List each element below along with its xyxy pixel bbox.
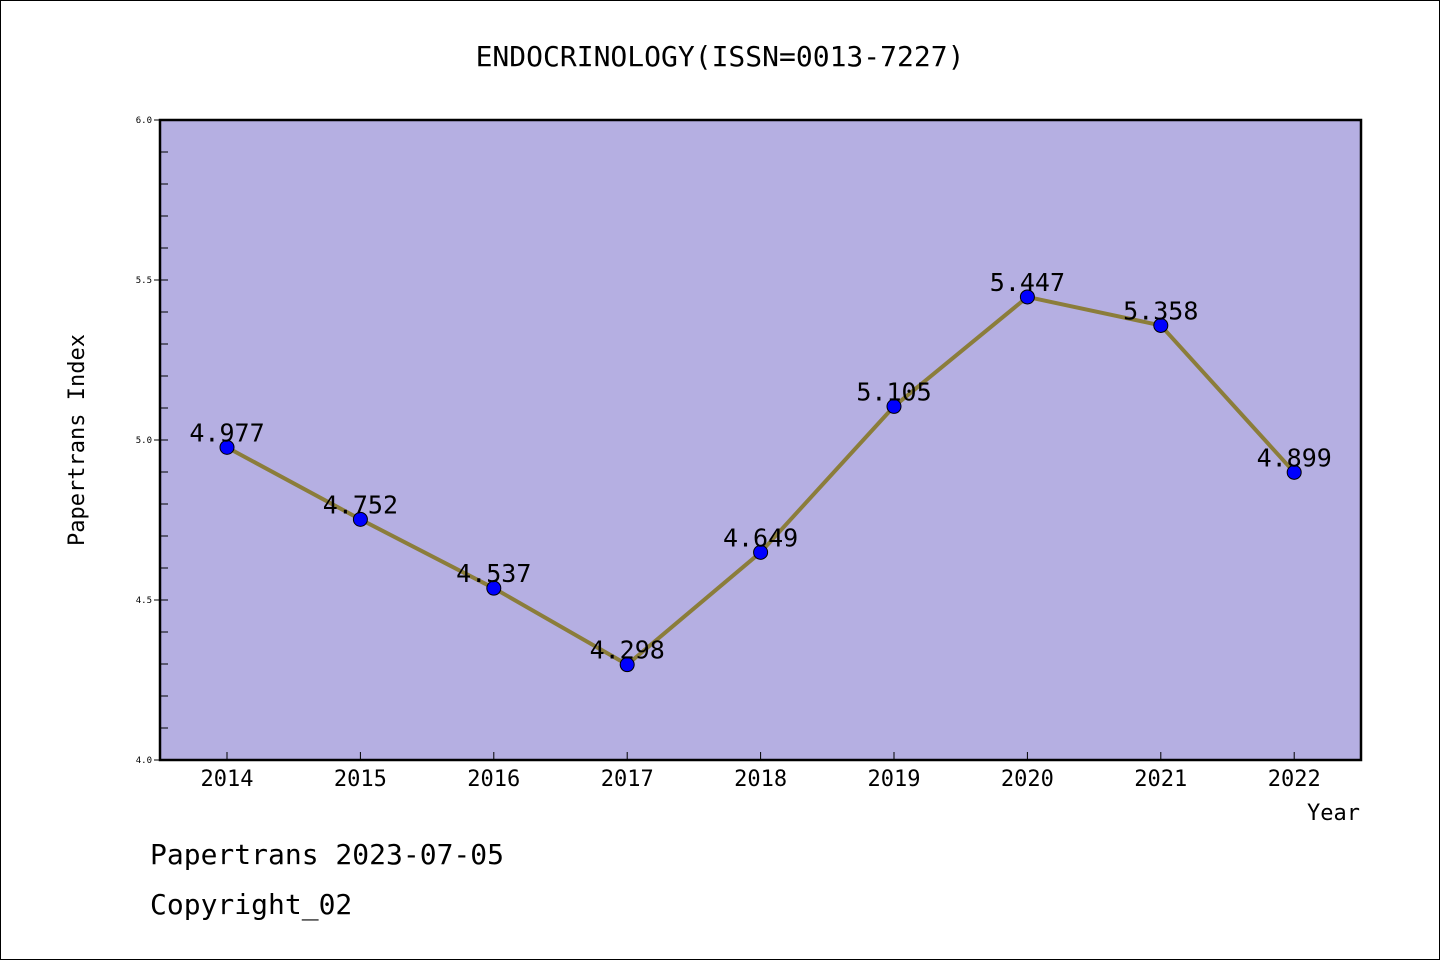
footer-copyright: Copyright_02 xyxy=(150,888,352,922)
data-label: 4.537 xyxy=(456,559,531,588)
chart-title: ENDOCRINOLOGY(ISSN=0013-7227) xyxy=(476,40,965,73)
data-label: 4.298 xyxy=(590,636,665,665)
x-tick-label: 2020 xyxy=(1001,767,1054,792)
x-tick-label: 2018 xyxy=(734,767,787,792)
y-axis-label: Papertrans Index xyxy=(65,334,90,546)
data-label: 4.899 xyxy=(1257,443,1332,472)
series-index: 4.977 4.752 4.537 4.298 4.649 5.105 5.447 5.358… xyxy=(189,268,1332,673)
data-label: 5.358 xyxy=(1123,296,1198,325)
data-point xyxy=(219,439,235,455)
data-point xyxy=(352,511,368,527)
x-tick-label: 2015 xyxy=(334,767,387,792)
data-point xyxy=(753,544,769,560)
data-label: 4.752 xyxy=(323,490,398,519)
x-tick-label: 2022 xyxy=(1268,767,1321,792)
data-point xyxy=(1153,317,1169,333)
x-tick-label: 2017 xyxy=(601,767,654,792)
data-point xyxy=(619,657,635,673)
y-tick-label: 5.5 xyxy=(136,276,152,286)
y-tick-label: 4.0 xyxy=(136,756,152,766)
x-tick-label: 2016 xyxy=(467,767,520,792)
x-tick-label: 2021 xyxy=(1134,767,1187,792)
x-axis: 2014 2015 2016 2017 2018 2019 2020 2021 2022 xyxy=(201,752,1321,792)
y-tick-label: 5.0 xyxy=(136,436,152,446)
data-point xyxy=(486,580,502,596)
data-point xyxy=(1019,289,1035,305)
data-point xyxy=(886,398,902,414)
data-label: 5.105 xyxy=(856,377,931,406)
y-axis: 4.0 4.5 5.0 5.5 6.0 xyxy=(136,116,168,766)
y-tick-label: 4.5 xyxy=(136,596,152,606)
x-tick-label: 2019 xyxy=(868,767,921,792)
plot-area xyxy=(158,118,1363,762)
x-tick-label: 2014 xyxy=(201,767,254,792)
data-label: 5.447 xyxy=(990,268,1065,297)
data-label: 4.977 xyxy=(189,418,264,447)
y-tick-label: 6.0 xyxy=(136,116,152,126)
footer-date: Papertrans 2023-07-05 xyxy=(150,838,504,871)
x-axis-label: Year xyxy=(1307,801,1360,826)
data-label: 4.649 xyxy=(723,523,798,552)
data-point xyxy=(1286,464,1302,480)
